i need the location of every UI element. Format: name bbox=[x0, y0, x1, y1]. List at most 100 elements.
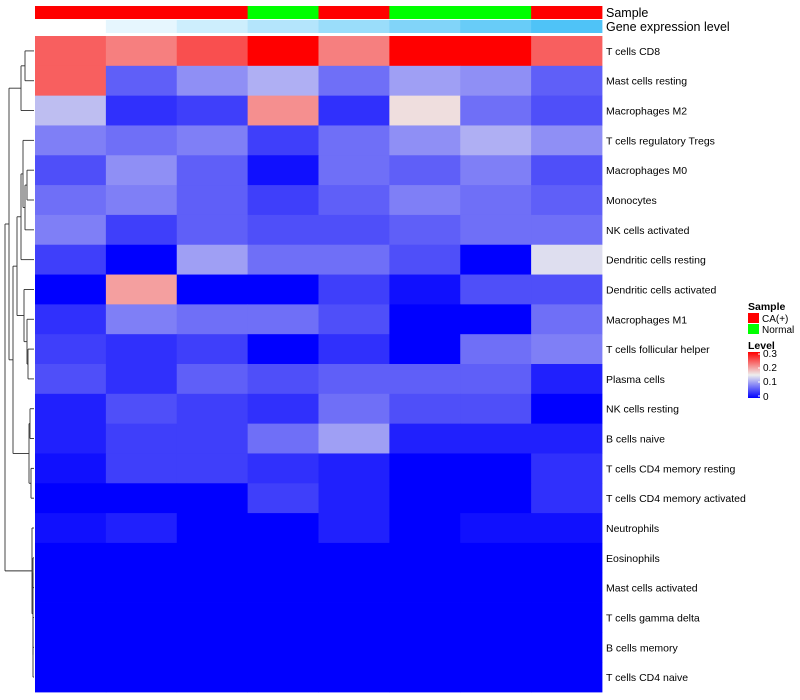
heatmap-cell bbox=[531, 483, 603, 514]
heatmap-cell bbox=[247, 542, 319, 574]
heatmap-cell bbox=[35, 214, 107, 246]
row-label: T cells CD4 naive bbox=[606, 672, 688, 684]
heatmap-cell bbox=[176, 572, 249, 603]
legend-label-normal: Normal bbox=[762, 325, 794, 336]
heatmap-cell bbox=[247, 304, 319, 335]
row-label: Eosinophils bbox=[606, 553, 660, 565]
heatmap-cell bbox=[318, 393, 390, 425]
heatmap-cell bbox=[389, 125, 461, 156]
sample-annotation-cell bbox=[318, 6, 390, 19]
heatmap-cell bbox=[176, 95, 249, 126]
heatmap-cell bbox=[531, 214, 603, 246]
annotation-label-expression: Gene expression level bbox=[606, 20, 730, 34]
heatmap-cell bbox=[460, 542, 532, 574]
heatmap-cell bbox=[176, 155, 249, 186]
heatmap-cell bbox=[176, 244, 249, 275]
heatmap-cell bbox=[460, 155, 532, 186]
heatmap-cell bbox=[105, 364, 178, 395]
heatmap-cell bbox=[389, 244, 461, 275]
heatmap-cell bbox=[531, 662, 603, 693]
heatmap-cell bbox=[247, 95, 319, 126]
row-label: Neutrophils bbox=[606, 523, 659, 535]
heatmap-cell bbox=[389, 155, 461, 186]
row-label: Mast cells resting bbox=[606, 76, 687, 88]
heatmap-cell bbox=[531, 393, 603, 425]
heatmap-cell bbox=[389, 214, 461, 246]
heatmap-cell bbox=[35, 274, 107, 305]
heatmap-cell bbox=[531, 602, 603, 633]
heatmap-cell bbox=[35, 572, 107, 603]
heatmap-cell bbox=[460, 334, 532, 365]
heatmap-cell bbox=[389, 542, 461, 574]
row-label: T cells regulatory Tregs bbox=[606, 135, 715, 147]
heatmap-cell bbox=[105, 542, 178, 574]
heatmap-cell bbox=[35, 95, 107, 126]
heatmap-cell bbox=[105, 214, 178, 246]
heatmap-cell bbox=[318, 125, 390, 156]
heatmap-cell bbox=[531, 95, 603, 126]
heatmap-cell bbox=[35, 364, 107, 395]
heatmap-cell bbox=[389, 185, 461, 216]
heatmap-cell bbox=[176, 214, 249, 246]
heatmap-cell bbox=[389, 483, 461, 514]
heatmap-cell bbox=[389, 274, 461, 305]
heatmap-cell bbox=[247, 423, 319, 454]
expression-annotation-cell bbox=[35, 20, 107, 33]
heatmap-cell bbox=[389, 662, 461, 693]
heatmap-cell bbox=[105, 125, 178, 156]
heatmap-cell bbox=[318, 214, 390, 246]
heatmap-cell bbox=[460, 304, 532, 335]
heatmap-cell bbox=[176, 334, 249, 365]
heatmap-cell bbox=[460, 483, 532, 514]
heatmap-cell bbox=[460, 125, 532, 156]
heatmap-cell bbox=[247, 364, 319, 395]
row-label: Mast cells activated bbox=[606, 583, 698, 595]
heatmap-cell bbox=[318, 65, 390, 97]
annotation-label-sample: Sample bbox=[606, 6, 648, 20]
heatmap-cell bbox=[460, 513, 532, 544]
heatmap-cell bbox=[105, 304, 178, 335]
heatmap-cell bbox=[460, 423, 532, 454]
heatmap-cell bbox=[531, 513, 603, 544]
expression-annotation-cell bbox=[105, 20, 178, 33]
heatmap-cell bbox=[318, 513, 390, 544]
heatmap-cell bbox=[176, 602, 249, 633]
heatmap-cell bbox=[460, 453, 532, 484]
heatmap-cell bbox=[318, 95, 390, 126]
heatmap-cell bbox=[247, 244, 319, 275]
heatmap-cell bbox=[176, 632, 249, 663]
legend-tick-label: 0 bbox=[763, 392, 769, 403]
heatmap-cell bbox=[318, 364, 390, 395]
heatmap-cell bbox=[176, 65, 249, 97]
heatmap-cell bbox=[531, 572, 603, 603]
heatmap-cell bbox=[460, 185, 532, 216]
heatmap-cell bbox=[105, 36, 178, 67]
heatmap-cell bbox=[176, 364, 249, 395]
heatmap-cell bbox=[247, 36, 319, 67]
heatmap-cell bbox=[460, 364, 532, 395]
heatmap-cell bbox=[105, 602, 178, 633]
sample-annotation-cell bbox=[176, 6, 249, 19]
heatmap-cell bbox=[247, 334, 319, 365]
heatmap-cell bbox=[318, 632, 390, 663]
heatmap-cell bbox=[389, 304, 461, 335]
heatmap-cell bbox=[247, 483, 319, 514]
heatmap-cell bbox=[247, 632, 319, 663]
heatmap-cell bbox=[389, 36, 461, 67]
row-label: NK cells resting bbox=[606, 404, 679, 416]
row-label: Macrophages M2 bbox=[606, 106, 687, 118]
heatmap-cell bbox=[35, 662, 107, 693]
row-label: B cells memory bbox=[606, 642, 679, 654]
heatmap-cell bbox=[318, 185, 390, 216]
heatmap-cell bbox=[35, 483, 107, 514]
legend-sample-title: Sample bbox=[748, 301, 786, 313]
heatmap-cell bbox=[247, 274, 319, 305]
heatmap-cell bbox=[176, 542, 249, 574]
sample-annotation-cell bbox=[531, 6, 603, 19]
heatmap-cell bbox=[35, 36, 107, 67]
heatmap-cell bbox=[176, 274, 249, 305]
heatmap-cell bbox=[531, 364, 603, 395]
row-label: T cells follicular helper bbox=[606, 344, 710, 356]
heatmap-cell bbox=[247, 214, 319, 246]
